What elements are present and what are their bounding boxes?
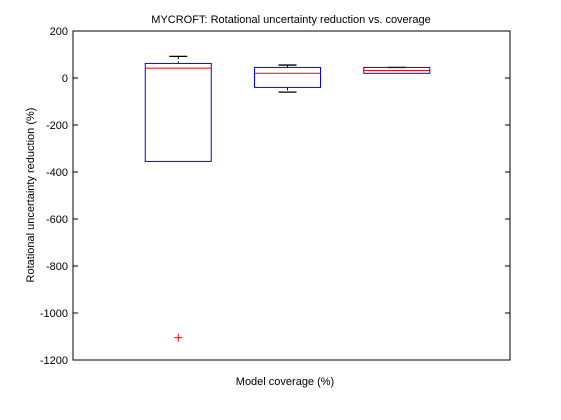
box-iqr: [144, 62, 212, 162]
y-tick-label: -400: [46, 167, 68, 179]
box-2: [254, 64, 321, 93]
y-tick-label: -1000: [40, 308, 68, 320]
y-axis-label: Rotational uncertainty reduction (%): [25, 108, 37, 283]
x-axis-label: Model coverage (%): [236, 376, 334, 388]
box-3: [363, 66, 431, 74]
box-series: [144, 55, 431, 342]
chart-title: MYCROFT: Rotational uncertainty reductio…: [151, 14, 430, 26]
outlier-point: [174, 333, 183, 342]
y-tick-label: 0: [62, 73, 68, 85]
y-tick-label: -200: [46, 120, 68, 132]
y-tick-label: 200: [50, 26, 68, 38]
y-axis: 200 0 -200 -400 -600 -800 -1000 -1200: [40, 26, 510, 367]
box-iqr: [254, 66, 321, 88]
plot-area: [72, 30, 511, 361]
y-tick-label: -1200: [40, 355, 68, 367]
box-1: [144, 55, 212, 342]
y-tick-label: -800: [46, 261, 68, 273]
y-tick-label: -600: [46, 214, 68, 226]
